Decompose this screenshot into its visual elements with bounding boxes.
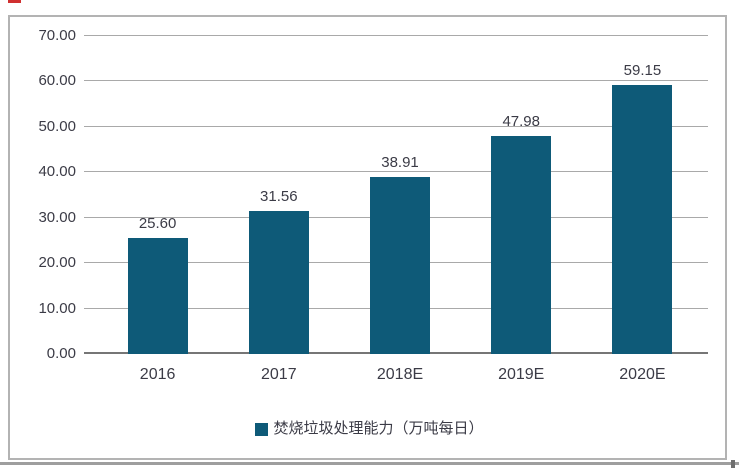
bar <box>612 85 673 354</box>
x-axis-tick-label: 2017 <box>261 366 297 383</box>
chart-frame <box>8 15 727 460</box>
bar-value-label: 59.15 <box>623 62 662 80</box>
gridline <box>84 125 708 127</box>
y-axis-tick-label: 60.00 <box>38 72 76 90</box>
y-axis-tick-label: 0.00 <box>46 345 76 362</box>
y-axis-tick-label: 10.00 <box>38 299 76 317</box>
bar-slot: 31.56 <box>218 36 339 354</box>
bar-slot: 59.15 <box>582 36 703 354</box>
x-axis-tick-label: 2019E <box>498 366 545 383</box>
bar <box>491 136 552 354</box>
legend-label: 焚烧垃圾处理能力（万吨每日） <box>273 420 484 437</box>
bar <box>127 237 188 354</box>
y-axis-tick-label: 50.00 <box>38 117 76 135</box>
y-axis-tick-label: 20.00 <box>38 254 76 272</box>
bottom-rule-tail <box>731 460 735 468</box>
x-axis-tick-label: 2020E <box>619 366 666 383</box>
legend-square-icon <box>255 422 269 436</box>
gridline <box>84 171 708 173</box>
legend: 焚烧垃圾处理能力（万吨每日） <box>0 419 739 439</box>
y-axis-tick-label: 70.00 <box>38 27 76 44</box>
bar-slot: 25.60 <box>97 36 218 354</box>
bars: 25.60 31.56 38.91 47.98 59.15 <box>97 36 703 354</box>
bar-slot: 47.98 <box>461 36 582 354</box>
x-axis-tick-label: 2018E <box>376 366 424 383</box>
bottom-rule <box>0 462 739 465</box>
bar-slot: 38.91 <box>339 36 460 354</box>
x-axis-tick-label: 2016 <box>139 366 176 383</box>
y-axis-labels: 0.00 10.00 20.00 30.00 40.00 50.00 60.00 70.00 <box>18 27 76 362</box>
x-axis-labels: 2016 2017 2018E 2019E 2020E <box>97 366 703 384</box>
y-axis-tick-label: 30.00 <box>38 208 76 226</box>
y-axis-tick-label: 40.00 <box>38 163 76 181</box>
bar-value-label: 25.60 <box>138 214 177 232</box>
bar-value-label: 31.56 <box>260 187 298 205</box>
gridline <box>84 80 708 82</box>
bar <box>248 210 309 354</box>
bar-value-label: 38.91 <box>381 154 419 172</box>
bar <box>370 177 430 354</box>
bar-value-label: 47.98 <box>502 113 540 131</box>
red-corner-mark <box>8 0 21 3</box>
gridline <box>84 35 708 36</box>
